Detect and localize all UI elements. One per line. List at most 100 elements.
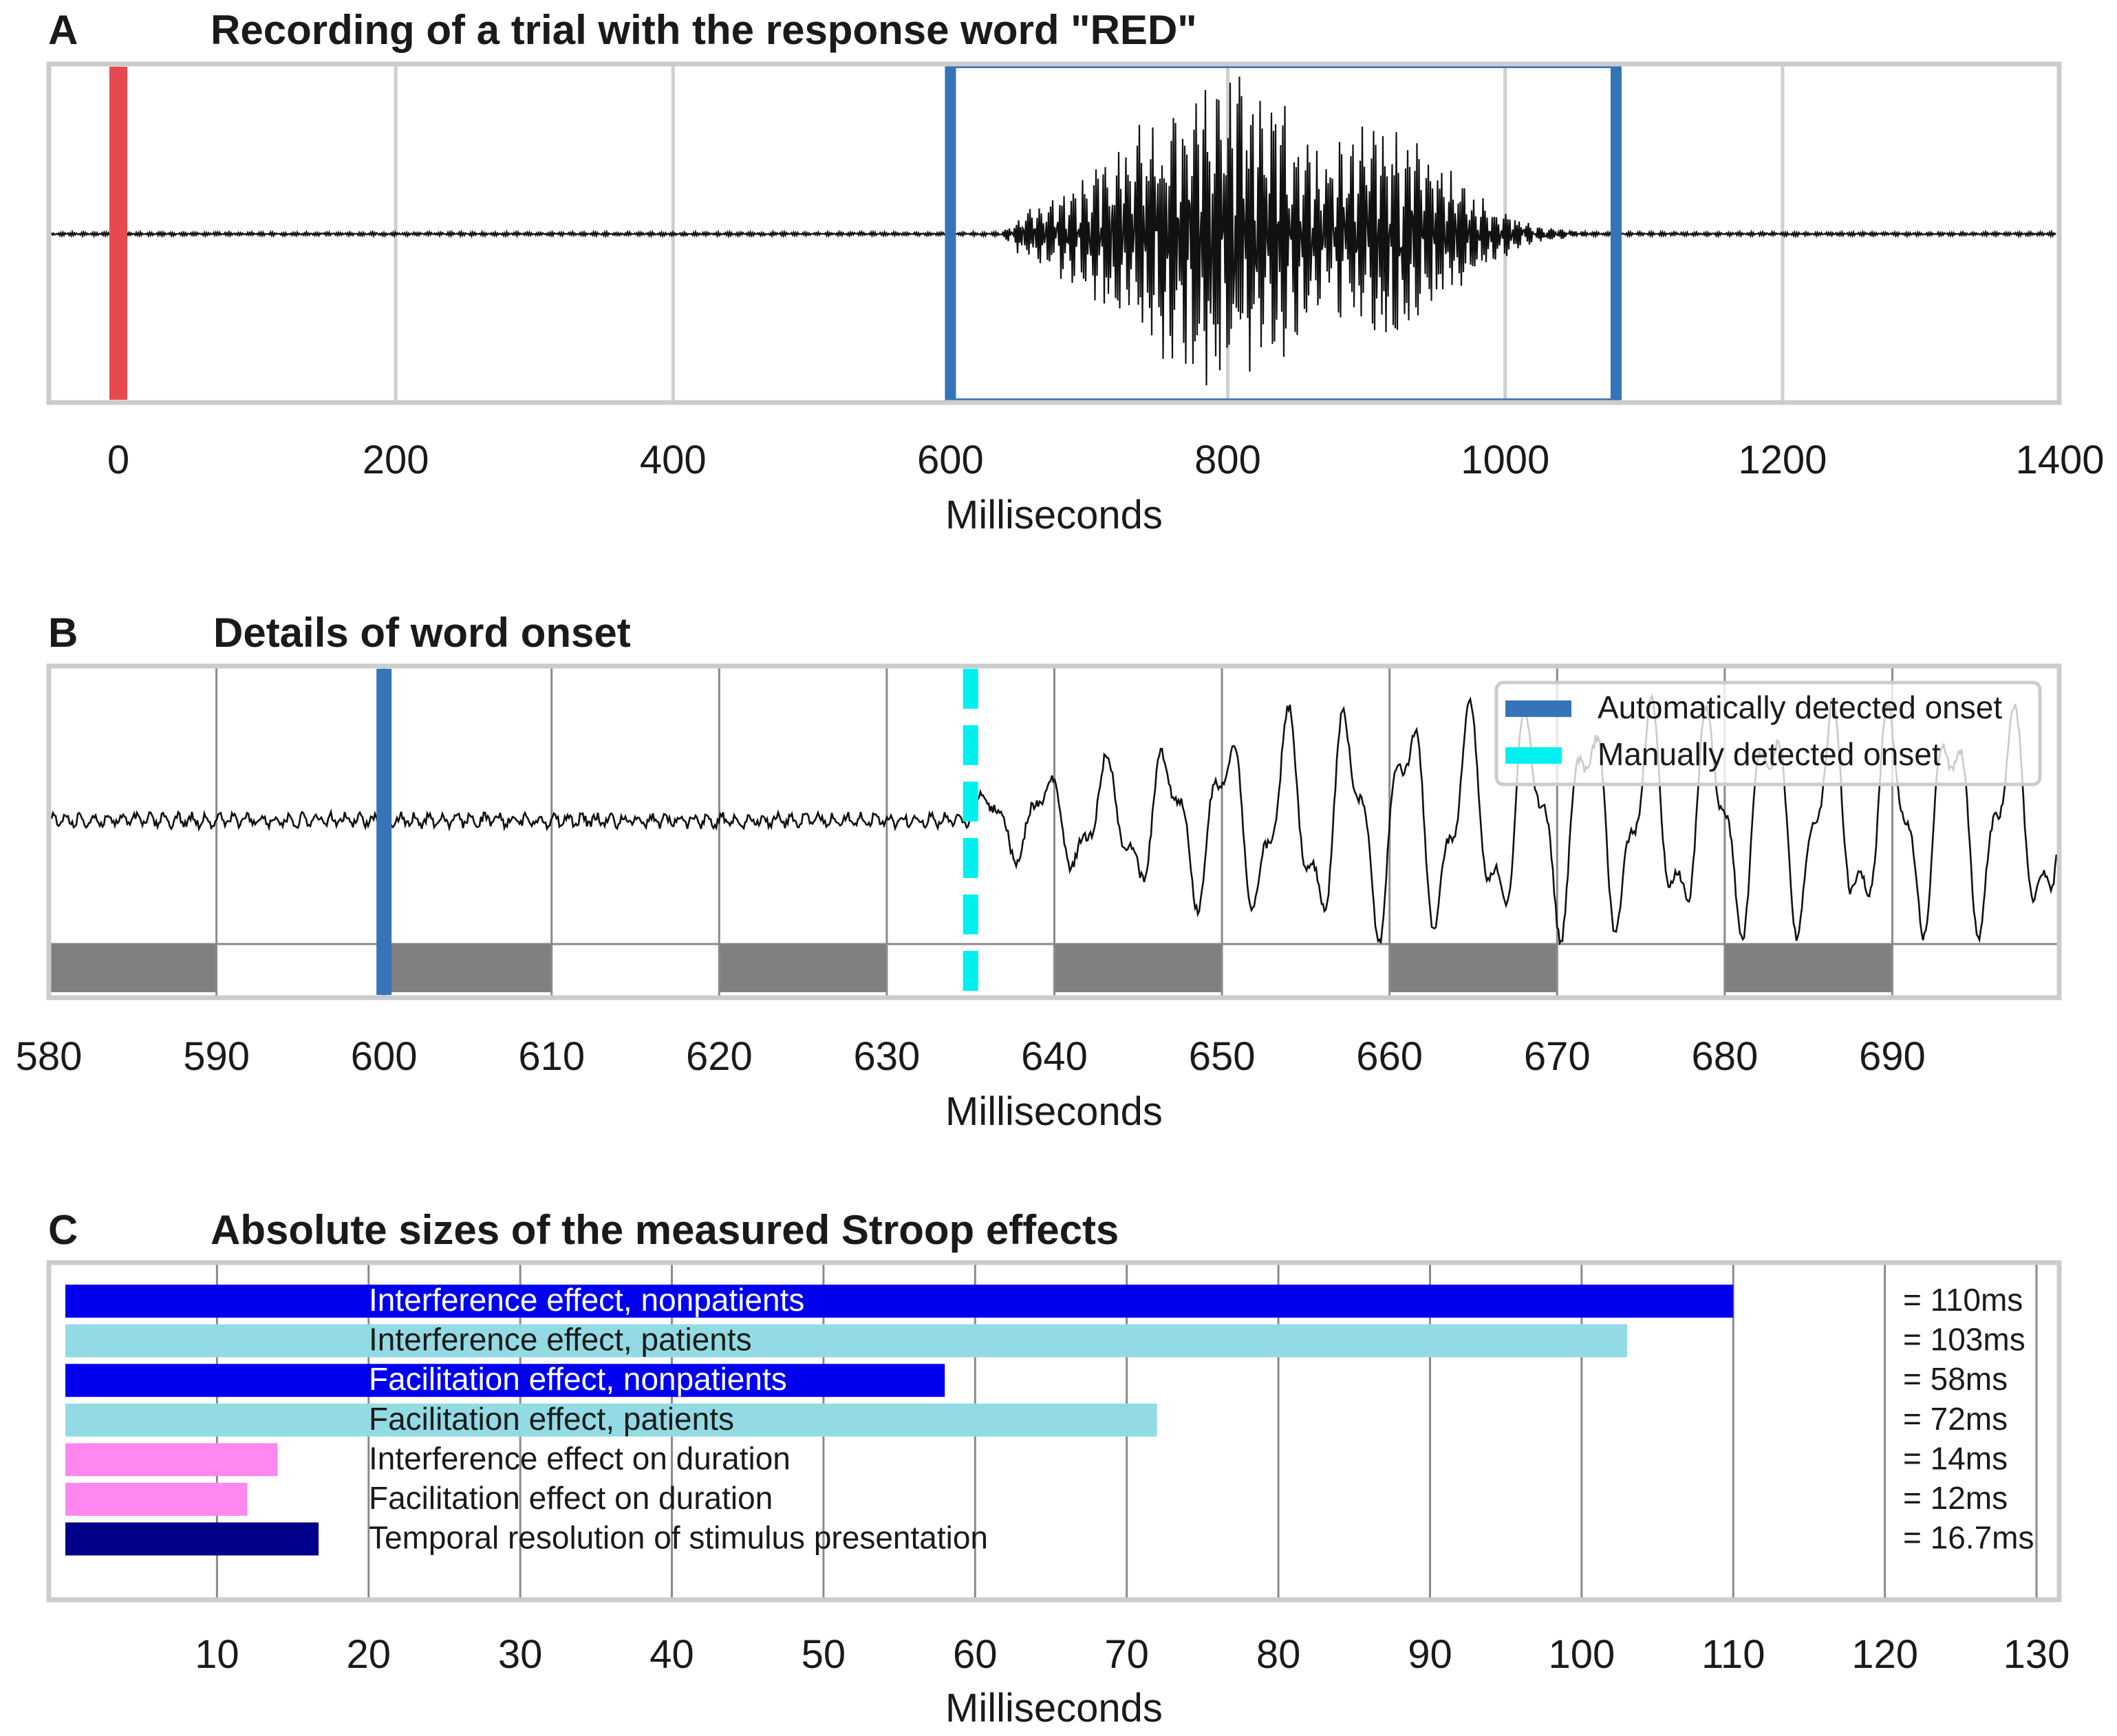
panel-a-tick-label: 200 [363, 438, 429, 482]
panel-b-xlabel: Milliseconds [945, 1089, 1163, 1134]
panel-a-tick-label: 1000 [1461, 438, 1549, 482]
bar-row: Facilitation effect, nonpatients = 58ms [65, 1361, 2008, 1397]
panel-b-tick-label: 580 [16, 1034, 83, 1079]
panel-c: C Absolute sizes of the measured Stroop … [46, 1207, 2070, 1730]
panel-a-tick-labels: 0 200 400 600 800 1000 1200 1400 [107, 438, 2105, 482]
panel-b-tick-label: 600 [351, 1034, 418, 1079]
bar-value-label: = 72ms [1903, 1401, 2008, 1437]
bar-row: Interference effect, nonpatients = 110ms [65, 1282, 2023, 1318]
bar-value-label: = 12ms [1903, 1480, 2008, 1516]
bar [65, 1364, 945, 1397]
panel-b-tick-label: 610 [518, 1034, 585, 1079]
panel-b-tick-label: 640 [1021, 1034, 1088, 1079]
panel-c-tick-label: 100 [1548, 1632, 1615, 1677]
panel-b-tick-label: 670 [1524, 1034, 1591, 1079]
bar-category-label: Interference effect on duration [369, 1440, 791, 1476]
panel-c-tick-label: 80 [1256, 1632, 1301, 1677]
bar-value-label: = 110ms [1903, 1282, 2023, 1318]
panel-b-tick-label: 590 [183, 1034, 250, 1079]
panel-a: A Recording of a trial with the response… [46, 7, 2105, 537]
panel-a-tick-label: 1200 [1738, 438, 1827, 482]
bar-category-label: Facilitation effect on duration [369, 1480, 773, 1516]
bar-value-label: = 14ms [1903, 1440, 2008, 1476]
frame-block [384, 944, 552, 992]
frame-block [49, 944, 217, 992]
bar-category-label: Interference effect, nonpatients [369, 1282, 804, 1318]
panel-b-letter: B [48, 610, 78, 656]
bar-row: Interference effect, patients = 103ms [65, 1322, 2025, 1358]
bar-value-label: = 103ms [1903, 1322, 2025, 1358]
panel-b-tick-label: 620 [686, 1034, 753, 1079]
response-window-end [1610, 66, 1622, 400]
frame-block [719, 944, 887, 992]
panel-b-legend: Automatically detected onset Manually de… [1494, 681, 2042, 786]
bar [65, 1324, 1627, 1358]
panel-c-tick-label: 60 [953, 1632, 998, 1677]
panel-c-xlabel: Milliseconds [945, 1686, 1163, 1730]
bar-row: Interference effect on duration = 14ms [65, 1440, 2008, 1477]
panel-c-tick-label: 110 [1701, 1632, 1765, 1677]
waveform-line [51, 76, 2056, 386]
bar [65, 1403, 1157, 1437]
panel-a-title: Recording of a trial with the response w… [211, 7, 1197, 53]
stimulus-onset-marker [109, 67, 127, 400]
panel-c-tick-label: 120 [1851, 1632, 1918, 1677]
panel-a-tick-label: 400 [640, 438, 707, 482]
panel-b-frame [46, 663, 2062, 1000]
frame-block [1389, 944, 1558, 992]
panel-c-tick-label: 20 [347, 1632, 391, 1677]
bar-row: Facilitation effect, patients = 72ms [65, 1401, 2008, 1437]
bar-category-label: Temporal resolution of stimulus presenta… [369, 1520, 988, 1556]
panel-b-tick-label: 650 [1189, 1034, 1256, 1079]
legend-label-auto-onset: Automatically detected onset [1598, 689, 2002, 725]
legend-label-manual-onset: Manually detected onset [1598, 736, 1941, 772]
bar-category-label: Facilitation effect, patients [369, 1401, 734, 1437]
panel-c-bars: Interference effect, nonpatients = 110msI… [65, 1282, 2034, 1556]
panel-b-tick-label: 690 [1859, 1034, 1926, 1079]
bar-value-label: = 58ms [1903, 1361, 2008, 1397]
panel-b-tick-labels: 580 590 600 610 620 630 640 650 660 670 680 690 [16, 1034, 1926, 1079]
bar-row: Temporal resolution of stimulus presenta… [65, 1520, 2034, 1556]
panel-b-tick-label: 660 [1356, 1034, 1423, 1079]
bar-category-label: Facilitation effect, nonpatients [369, 1361, 787, 1397]
panel-c-tick-label: 70 [1104, 1632, 1149, 1677]
bar [65, 1443, 278, 1477]
bar [65, 1483, 248, 1516]
panel-a-tick-label: 800 [1194, 438, 1261, 482]
response-window-start [945, 66, 956, 400]
panel-c-letter: C [48, 1207, 78, 1253]
panel-b-tick-label: 680 [1691, 1034, 1758, 1079]
legend-swatch-manual-onset [1505, 747, 1562, 764]
bar-value-label: = 16.7ms [1903, 1520, 2034, 1556]
panel-a-waveform [51, 76, 2056, 386]
panel-c-tick-label: 40 [649, 1632, 694, 1677]
panel-a-frame [46, 61, 2062, 405]
panel-c-tick-label: 90 [1408, 1632, 1452, 1677]
panel-a-tick-label: 600 [917, 438, 984, 482]
panel-a-tick-label: 1400 [2015, 438, 2104, 482]
panel-b: B Details of word onset Automatically de… [16, 610, 2062, 1134]
panel-a-xlabel: Milliseconds [945, 493, 1163, 537]
panel-c-tick-label: 50 [802, 1632, 846, 1677]
bar [65, 1522, 319, 1556]
bar [65, 1285, 1734, 1318]
bar-category-label: Interference effect, patients [369, 1322, 752, 1358]
panel-b-title: Details of word onset [213, 610, 631, 656]
auto-onset-line [376, 669, 392, 995]
panel-b-tick-label: 630 [854, 1034, 921, 1079]
frame-block [1054, 944, 1223, 992]
panel-c-tick-label: 30 [498, 1632, 543, 1677]
panel-b-onset-markers [376, 669, 978, 995]
panel-c-tick-label: 10 [195, 1632, 239, 1677]
legend-swatch-auto-onset [1505, 700, 1571, 717]
frame-block [1724, 944, 1893, 992]
panel-a-letter: A [48, 7, 78, 53]
panel-c-frame [46, 1260, 2062, 1603]
bar-row: Facilitation effect on duration = 12ms [65, 1480, 2008, 1516]
legend-box [1494, 681, 2042, 786]
panel-c-tick-labels: 10 20 30 40 50 60 70 80 90 100 110 120 130 [195, 1632, 2070, 1677]
panel-c-title: Absolute sizes of the measured Stroop ef… [211, 1207, 1119, 1253]
panel-a-tick-label: 0 [107, 438, 129, 482]
panel-c-tick-label: 130 [2003, 1632, 2070, 1677]
